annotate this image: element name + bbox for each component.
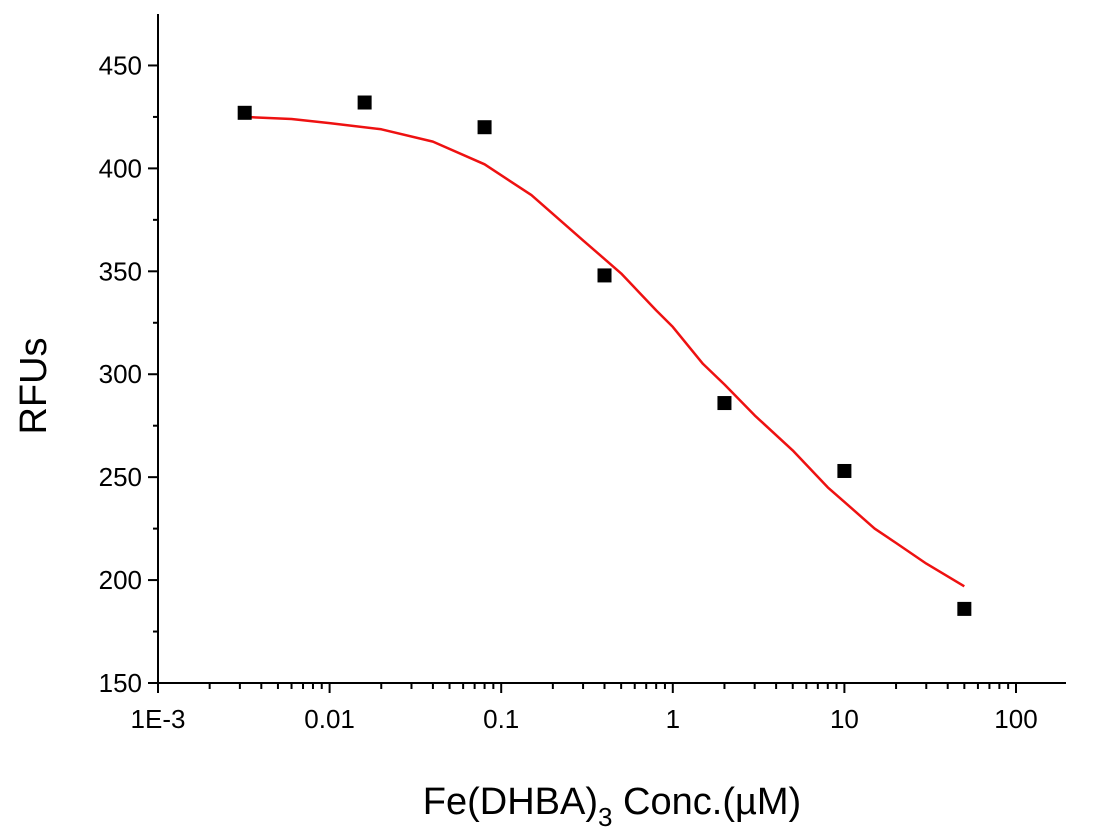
- x-axis-title-main: Fe(DHBA): [423, 781, 598, 823]
- x-axis-title-suffix: Conc.(µM): [613, 781, 802, 823]
- x-axis-title: Fe(DHBA)3 Conc.(µM): [423, 781, 801, 832]
- x-tick-label: 0.1: [483, 704, 519, 734]
- y-tick-label: 350: [99, 256, 142, 286]
- x-tick-label: 100: [994, 704, 1037, 734]
- data-point: [357, 95, 372, 110]
- y-tick-label: 450: [99, 50, 142, 80]
- data-point: [237, 105, 252, 120]
- x-tick-label: 0.01: [304, 704, 355, 734]
- data-point: [837, 463, 852, 478]
- data-point: [597, 268, 612, 283]
- x-tick-label: 10: [830, 704, 859, 734]
- fit-curve: [244, 115, 965, 588]
- y-tick-label: 400: [99, 153, 142, 183]
- axes: 150 200 250 300 350 400 450 1E-3 0.01 0.1 1 10 100: [99, 14, 1066, 734]
- y-tick-label: 200: [99, 565, 142, 595]
- x-tick-label: 1E-3: [131, 704, 186, 734]
- data-point: [477, 120, 492, 135]
- y-tick-label: 150: [99, 668, 142, 698]
- data-point: [717, 396, 732, 411]
- y-tick-label: 300: [99, 359, 142, 389]
- data-point: [957, 601, 972, 616]
- plot-marks: [237, 95, 972, 616]
- x-tick-label: 1: [666, 704, 680, 734]
- y-tick-label: 250: [99, 462, 142, 492]
- y-axis-title: RFUs: [13, 337, 55, 434]
- x-axis-title-subscript: 3: [598, 802, 612, 832]
